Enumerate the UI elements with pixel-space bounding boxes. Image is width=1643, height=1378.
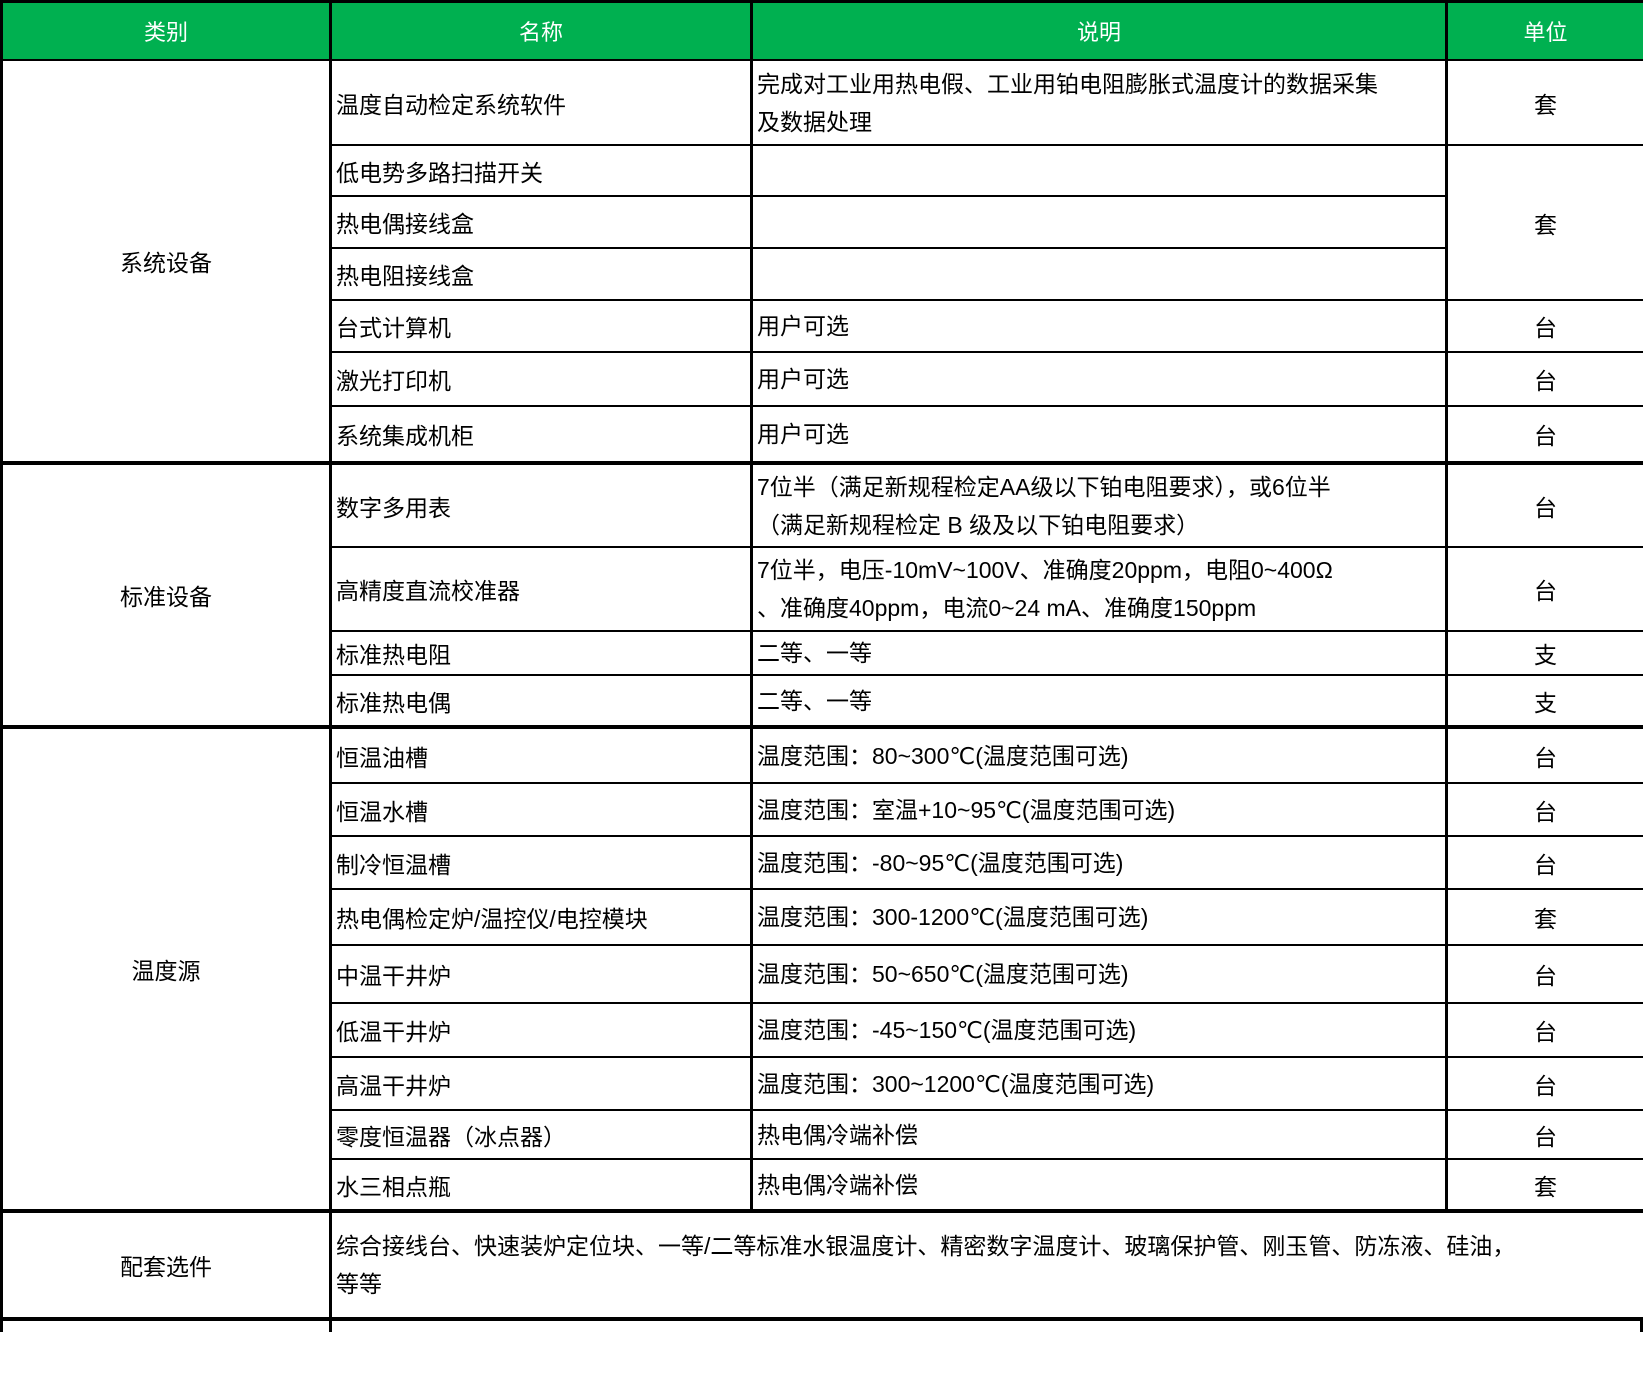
table-row: 标准设备 数字多用表 7位半（满足新规程检定AA级以下铂电阻要求），或6位半 （… <box>0 461 1643 728</box>
table-row: 低温干井炉 温度范围：-45~150℃(温度范围可选) 台 <box>2 1002 1643 1058</box>
cell-name: 水三相点瓶 <box>329 1158 753 1213</box>
table-row: 热电阻接线盒 <box>2 247 1643 301</box>
cell-unit: 套 <box>1445 1158 1643 1213</box>
table-row: 零度恒温器（冰点器） 热电偶冷端补偿 台 <box>2 1109 1643 1160</box>
cell-name: 低电势多路扫描开关 <box>329 144 753 197</box>
header-unit: 单位 <box>1445 0 1643 61</box>
cell-desc: 二等、一等 <box>750 674 1448 729</box>
cell-unit: 台 <box>1445 1109 1643 1160</box>
cell-unit: 套 <box>1445 59 1643 146</box>
cell-name: 温度自动检定系统软件 <box>329 59 753 146</box>
cell-desc: 完成对工业用热电假、工业用铂电阻膨胀式温度计的数据采集 及数据处理 <box>750 59 1448 146</box>
cell-unit: 台 <box>1445 351 1643 407</box>
cell-category: 标准设备 <box>0 461 332 728</box>
cell-name: 标准热电阻 <box>329 630 753 676</box>
equipment-table: 类别 名称 说明 单位 系统设备 温度自动检定系统软件 完成对工业用热电假、工业… <box>0 0 1643 1321</box>
cell-unit: 台 <box>1445 405 1643 465</box>
cell-name: 中温干井炉 <box>329 944 753 1004</box>
cell-desc: 用户可选 <box>750 351 1448 407</box>
cell-unit: 台 <box>1445 461 1643 548</box>
table-row: 热电偶接线盒 <box>2 195 1643 249</box>
cell-unit: 台 <box>1445 299 1643 353</box>
table-row: 水三相点瓶 热电偶冷端补偿 套 <box>2 1158 1643 1213</box>
cell-name: 恒温水槽 <box>329 782 753 837</box>
table-row: 低电势多路扫描开关 套 <box>2 144 1643 301</box>
cell-desc: 温度范围：-80~95℃(温度范围可选) <box>750 835 1448 890</box>
cell-unit: 台 <box>1445 546 1643 632</box>
cell-desc: 热电偶冷端补偿 <box>750 1109 1448 1160</box>
table-row: 制冷恒温槽 温度范围：-80~95℃(温度范围可选) 台 <box>2 835 1643 890</box>
cell-name: 激光打印机 <box>329 351 753 407</box>
cell-name: 制冷恒温槽 <box>329 835 753 890</box>
cell-unit: 支 <box>1445 674 1643 729</box>
cell-desc: 二等、一等 <box>750 630 1448 676</box>
table-row: 温度源 恒温油槽 温度范围：80~300℃(温度范围可选) 台 <box>0 725 1643 1212</box>
cell-desc: 温度范围：300~1200℃(温度范围可选) <box>750 1056 1448 1111</box>
header-name: 名称 <box>329 0 753 61</box>
cell-unit: 套 <box>1445 888 1643 946</box>
cell-name: 热电阻接线盒 <box>329 247 753 301</box>
cell-name: 标准热电偶 <box>329 674 753 729</box>
table-row: 高精度直流校准器 7位半，电压-10mV~100V、准确度20ppm，电阻0~4… <box>2 546 1643 632</box>
cell-name: 零度恒温器（冰点器） <box>329 1109 753 1160</box>
cell-name: 恒温油槽 <box>329 725 753 784</box>
table-row: 标准热电阻 二等、一等 支 <box>2 630 1643 676</box>
cell-desc: 温度范围：80~300℃(温度范围可选) <box>750 725 1448 784</box>
table-row: 高温干井炉 温度范围：300~1200℃(温度范围可选) 台 <box>2 1056 1643 1111</box>
cutoff-next-row <box>0 1321 1643 1332</box>
cell-desc: 用户可选 <box>750 299 1448 353</box>
cell-unit: 台 <box>1445 782 1643 837</box>
cell-name: 数字多用表 <box>329 461 753 548</box>
cell-desc: 温度范围：室温+10~95℃(温度范围可选) <box>750 782 1448 837</box>
cell-name: 热电偶接线盒 <box>329 195 753 249</box>
cell-name: 高精度直流校准器 <box>329 546 753 632</box>
cell-name: 热电偶检定炉/温控仪/电控模块 <box>329 888 753 946</box>
cell-desc: 温度范围：50~650℃(温度范围可选) <box>750 944 1448 1004</box>
cell-name: 系统集成机柜 <box>329 405 753 465</box>
cell-name: 高温干井炉 <box>329 1056 753 1111</box>
cell-desc: 温度范围：300-1200℃(温度范围可选) <box>750 888 1448 946</box>
cutoff-column-divider <box>329 1321 332 1332</box>
cell-unit: 台 <box>1445 835 1643 890</box>
cell-name: 低温干井炉 <box>329 1002 753 1058</box>
cell-desc <box>750 144 1448 197</box>
header-description: 说明 <box>750 0 1448 61</box>
cell-unit: 台 <box>1445 944 1643 1004</box>
cell-unit: 支 <box>1445 630 1643 676</box>
cell-category: 系统设备 <box>0 59 332 464</box>
table-row: 系统设备 温度自动检定系统软件 完成对工业用热电假、工业用铂电阻膨胀式温度计的数… <box>0 59 1643 464</box>
cell-unit: 台 <box>1445 1056 1643 1111</box>
table-row: 台式计算机 用户可选 台 <box>2 299 1643 353</box>
table-row: 配套选件 综合接线台、快速装炉定位块、一等/二等标准水银温度计、精密数字温度计、… <box>0 1209 1643 1321</box>
header-row: 类别 名称 说明 单位 <box>0 0 1643 61</box>
table-row: 系统集成机柜 用户可选 台 <box>2 405 1643 465</box>
cell-unit: 套 <box>1445 144 1643 301</box>
table-row: 标准热电偶 二等、一等 支 <box>2 674 1643 729</box>
cell-category: 配套选件 <box>0 1209 332 1321</box>
cell-category: 温度源 <box>0 725 332 1212</box>
cell-desc: 温度范围：-45~150℃(温度范围可选) <box>750 1002 1448 1058</box>
cell-desc <box>750 195 1448 249</box>
cell-desc: 用户可选 <box>750 405 1448 465</box>
cell-desc: 热电偶冷端补偿 <box>750 1158 1448 1213</box>
table-row: 热电偶检定炉/温控仪/电控模块 温度范围：300-1200℃(温度范围可选) 套 <box>2 888 1643 946</box>
cell-unit: 台 <box>1445 1002 1643 1058</box>
table-row: 恒温水槽 温度范围：室温+10~95℃(温度范围可选) 台 <box>2 782 1643 837</box>
cell-desc <box>750 247 1448 301</box>
cell-desc: 7位半，电压-10mV~100V、准确度20ppm，电阻0~400Ω 、准确度4… <box>750 546 1448 632</box>
cell-desc: 7位半（满足新规程检定AA级以下铂电阻要求），或6位半 （满足新规程检定 B 级… <box>750 461 1448 548</box>
cell-name: 台式计算机 <box>329 299 753 353</box>
table-row: 中温干井炉 温度范围：50~650℃(温度范围可选) 台 <box>2 944 1643 1004</box>
cell-desc: 综合接线台、快速装炉定位块、一等/二等标准水银温度计、精密数字温度计、玻璃保护管… <box>329 1209 1643 1321</box>
table-row: 激光打印机 用户可选 台 <box>2 351 1643 407</box>
cell-unit: 台 <box>1445 725 1643 784</box>
header-category: 类别 <box>0 0 332 61</box>
